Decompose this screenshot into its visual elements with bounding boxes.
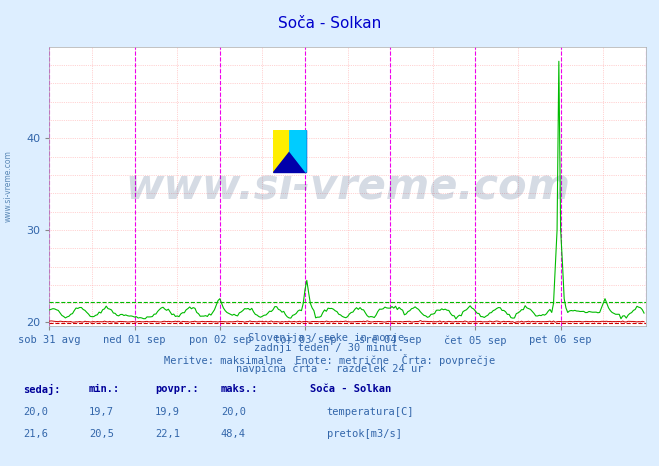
Polygon shape [273,130,306,172]
Polygon shape [290,130,306,172]
Text: Slovenija / reke in morje.: Slovenija / reke in morje. [248,333,411,343]
Text: 48,4: 48,4 [221,429,246,439]
Text: 20,0: 20,0 [23,407,48,417]
Polygon shape [273,130,306,172]
Text: navpična črta - razdelek 24 ur: navpična črta - razdelek 24 ur [236,364,423,375]
Text: 19,9: 19,9 [155,407,180,417]
Text: 20,0: 20,0 [221,407,246,417]
Text: povpr.:: povpr.: [155,384,198,394]
Text: www.si-vreme.com: www.si-vreme.com [3,151,13,222]
Text: www.si-vreme.com: www.si-vreme.com [125,165,570,207]
Text: Soča - Solkan: Soča - Solkan [310,384,391,394]
Text: Soča - Solkan: Soča - Solkan [278,16,381,31]
Text: Meritve: maksimalne  Enote: metrične  Črta: povprečje: Meritve: maksimalne Enote: metrične Črta… [164,354,495,366]
Text: zadnji teden / 30 minut.: zadnji teden / 30 minut. [254,343,405,353]
Text: pretok[m3/s]: pretok[m3/s] [327,429,402,439]
Text: maks.:: maks.: [221,384,258,394]
Text: 22,1: 22,1 [155,429,180,439]
Text: 20,5: 20,5 [89,429,114,439]
Text: temperatura[C]: temperatura[C] [327,407,415,417]
Text: sedaj:: sedaj: [23,384,61,396]
Text: 19,7: 19,7 [89,407,114,417]
Text: 21,6: 21,6 [23,429,48,439]
Text: min.:: min.: [89,384,120,394]
